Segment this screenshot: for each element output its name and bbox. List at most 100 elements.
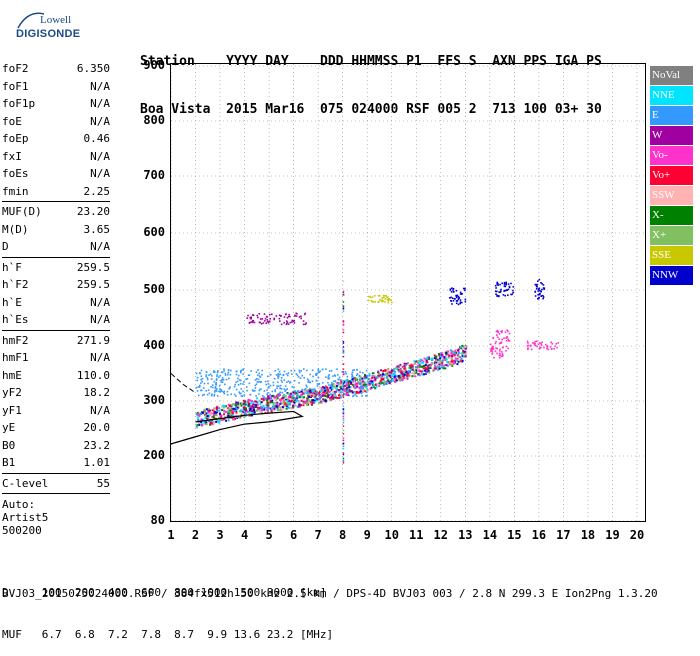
logo-arc-icon [17, 12, 45, 29]
trace-point [346, 390, 349, 393]
trace-point [403, 362, 406, 365]
trace-point [402, 370, 405, 373]
echo-point [293, 386, 295, 388]
echo-point [248, 382, 251, 385]
echo-point [251, 320, 254, 322]
trace-point [279, 398, 282, 401]
trace-point [391, 374, 394, 377]
y-tick-label: 80 [150, 513, 165, 527]
trace-point [281, 406, 284, 409]
interference-point [342, 355, 345, 358]
echo-point [242, 373, 245, 375]
echo-point [540, 282, 542, 284]
trace-point [234, 417, 237, 420]
echo-point [257, 316, 259, 319]
trace-point [221, 404, 224, 407]
echo-point [325, 376, 327, 378]
echo-point [492, 337, 495, 339]
echo-point [236, 380, 239, 383]
trace-point [296, 394, 299, 397]
echo-point [359, 371, 361, 373]
param-row: foF1p N/A [2, 95, 110, 113]
echo-point [254, 384, 257, 387]
echo-point [387, 299, 390, 301]
echo-point [534, 340, 536, 343]
trace-point [433, 367, 436, 370]
trace-point [310, 399, 313, 402]
echo-point [280, 379, 283, 382]
trace-point [365, 385, 368, 388]
interference-point [342, 363, 345, 365]
trace-point [433, 362, 436, 365]
interference-point [342, 445, 345, 448]
trace-point [307, 401, 310, 404]
trace-point [413, 360, 416, 363]
echo-point [305, 392, 308, 395]
trace-point [346, 391, 349, 394]
trace-point [285, 407, 288, 410]
echo-point [219, 388, 221, 390]
interference-point [342, 306, 345, 308]
y-tick-label: 300 [143, 393, 165, 407]
interference-point [342, 457, 345, 460]
echo-point [381, 297, 384, 299]
echo-point [233, 385, 236, 388]
trace-point [374, 387, 377, 390]
trace-point [302, 404, 305, 407]
echo-point [214, 389, 216, 392]
echo-point [496, 283, 498, 285]
trace-point [265, 403, 268, 406]
trace-point [372, 372, 375, 375]
trace-point [337, 389, 340, 392]
trace-point [248, 412, 251, 415]
trace-point [239, 415, 242, 418]
trace-point [272, 408, 275, 411]
echo-point [221, 381, 224, 384]
echo-point [289, 382, 291, 384]
echo-point [277, 375, 280, 378]
trace-point [418, 374, 421, 377]
trace-point [425, 371, 428, 374]
trace-point [255, 400, 258, 403]
trace-point [456, 363, 459, 366]
param-value: 271.9 [76, 333, 110, 347]
trace-point [258, 406, 261, 409]
param-value: N/A [90, 79, 110, 93]
interference-point [342, 437, 345, 439]
trace-point [401, 375, 404, 378]
echo-point [198, 386, 201, 388]
echo-point [499, 291, 501, 294]
trace-point [282, 394, 285, 397]
param-separator [2, 329, 110, 331]
trace-point [330, 387, 333, 390]
trace-point [436, 359, 439, 362]
trace-point [308, 393, 311, 396]
echo-point [452, 289, 454, 291]
param-name: M(D) [2, 222, 29, 236]
trace-point [277, 404, 280, 407]
param-name: foEs [2, 167, 29, 180]
trace-point [399, 363, 402, 366]
echo-point [507, 339, 510, 342]
trace-point [380, 378, 383, 381]
trace-point [452, 350, 455, 353]
echo-point [502, 346, 504, 349]
trace-point [255, 404, 258, 407]
trace-point [443, 356, 446, 359]
param-row: hmF2 271.9 [2, 332, 110, 350]
trace-point [232, 407, 235, 410]
legend-item: SSE [650, 246, 693, 265]
echo-point [200, 389, 202, 392]
echo-point [296, 374, 299, 377]
interference-point [342, 294, 345, 296]
echo-point [249, 316, 251, 319]
trace-point [346, 384, 349, 387]
trace-point [219, 418, 222, 421]
echo-point [319, 370, 321, 373]
trace-point [438, 359, 441, 362]
interference-point [342, 346, 345, 348]
echo-point [273, 317, 276, 320]
trace-point [383, 373, 386, 376]
trace-point [450, 355, 453, 358]
autoscale-info: Auto: Artist5 500200 [2, 495, 110, 537]
